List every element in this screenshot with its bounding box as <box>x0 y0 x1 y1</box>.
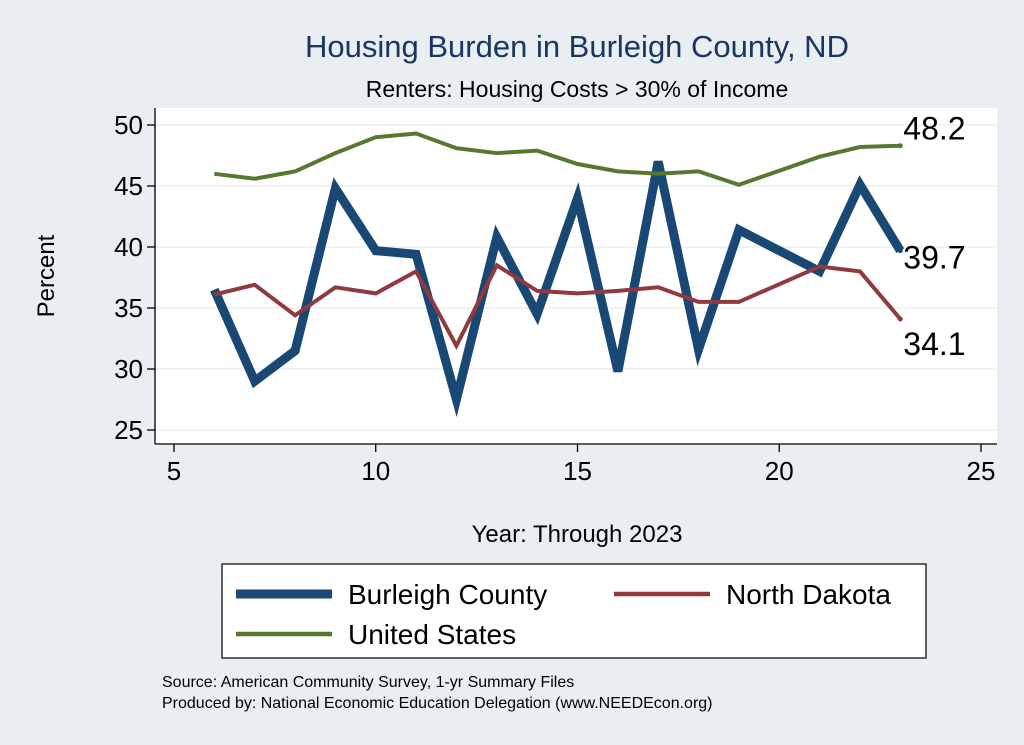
legend <box>221 563 927 659</box>
chart-title: Housing Burden in Burleigh County, ND <box>305 29 849 64</box>
end-point-marker <box>897 248 903 254</box>
producer-note: Produced by: National Economic Education… <box>162 695 713 712</box>
y-tick-label: 35 <box>114 293 143 323</box>
end-point-marker <box>897 316 903 322</box>
series-line-north-dakota <box>213 262 902 351</box>
legend-items: Burleigh County North Dakota United States <box>236 579 891 650</box>
legend-label-burleigh-county: Burleigh County <box>348 579 547 610</box>
x-tick-label: 15 <box>563 456 592 486</box>
x-tick-label: 10 <box>361 456 390 486</box>
end-point-marker <box>897 143 903 149</box>
y-tick-label: 45 <box>114 171 143 201</box>
x-tick-label: 5 <box>167 456 181 486</box>
end-label-united-states: 48.2 <box>903 111 965 147</box>
end-label-burleigh-county: 39.7 <box>903 240 965 276</box>
y-tick-label: 30 <box>114 354 143 384</box>
y-tick-label: 50 <box>114 110 143 140</box>
gridlines <box>155 124 997 431</box>
y-axis-title: Percent <box>33 234 60 317</box>
axes: 25 30 35 40 45 50 5 10 15 20 25 <box>114 108 997 486</box>
y-tick-label: 40 <box>114 232 143 262</box>
chart-subtitle: Renters: Housing Costs > 30% of Income <box>366 76 789 102</box>
series-line-burleigh-county <box>210 160 905 418</box>
x-tick-label: 20 <box>765 456 794 486</box>
legend-label-north-dakota: North Dakota <box>726 579 891 610</box>
source-note: Source: American Community Survey, 1-yr … <box>162 674 574 691</box>
x-axis-title: Year: Through 2023 <box>472 521 683 548</box>
end-labels: 39.7 34.1 48.2 <box>897 111 966 362</box>
y-tick-label: 25 <box>114 415 143 445</box>
x-tick-label: 25 <box>967 456 996 486</box>
series-line-united-states <box>214 131 901 187</box>
end-label-north-dakota: 34.1 <box>903 326 965 362</box>
legend-label-united-states: United States <box>348 619 516 650</box>
plot-area <box>155 108 997 444</box>
series-lines <box>210 131 905 418</box>
